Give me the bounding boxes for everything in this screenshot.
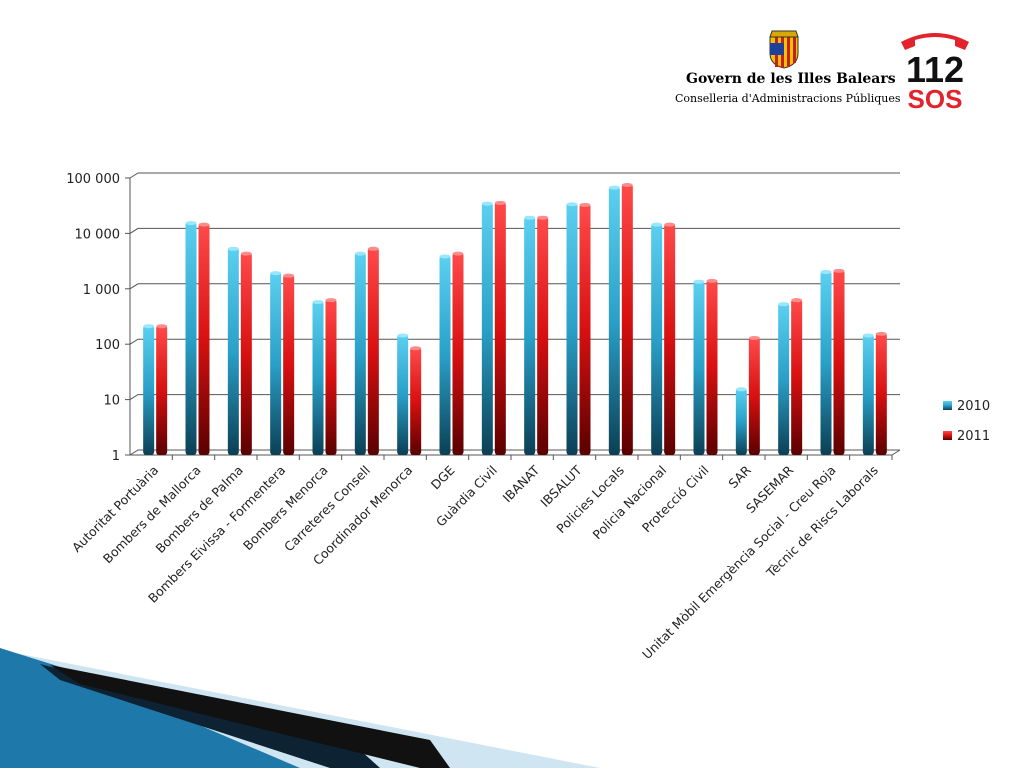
bar-2010 [862,333,874,455]
bar-2011 [410,346,422,455]
banner-black-band [50,665,450,768]
bar-2010 [524,215,536,455]
bar-2011 [367,246,379,455]
bar-2011 [706,278,718,455]
gridline [129,338,900,345]
bar-2010 [354,251,366,455]
header: Govern de les Illes Balears Conselleria … [650,25,910,115]
phone-handset-icon [901,33,969,50]
chart-bars [143,182,887,455]
bar-2011 [283,273,295,455]
y-tick-label: 10 [103,394,120,409]
bar-2011 [537,215,549,455]
bar-2010 [397,333,409,455]
x-tick-label: Unitat Mòbil Emergència Social - Creu Ro… [639,463,838,662]
y-axis-ticks: 1 10 100 1 000 10 000 100 000 [66,172,120,464]
bar-2011 [875,331,887,455]
bar-2010 [270,271,282,455]
x-tick-label: DGE [428,462,458,492]
gridline [129,283,900,290]
bar-2011 [452,251,464,455]
legend-label-2011: 2011 [957,429,990,444]
bar-2011 [621,182,633,455]
organization-title: Govern de les Illes Balears [686,71,896,87]
x-tick-label: SAR [725,462,754,491]
bar-2010 [143,324,155,455]
bar-2010 [481,201,493,455]
y-tick-label: 100 000 [66,172,120,187]
bar-2010 [608,185,620,455]
bar-2011 [494,200,506,455]
bar-2010 [439,254,451,455]
bar-2011 [791,298,803,455]
x-tick-label: Policia Nacional [590,463,670,543]
logo-112-sos: 112 SOS [901,33,969,110]
gridline [129,227,900,234]
logo-112-text: SOS [908,84,963,110]
legend-label-2010: 2010 [957,399,990,414]
y-tick-label: 10 000 [75,227,121,242]
bar-2011 [748,335,760,455]
bar-2010 [693,279,705,455]
legend-swatch-2010 [943,401,952,410]
gridline [129,449,900,456]
bar-2010 [735,387,747,455]
chart-legend: 2010 2011 [943,399,990,444]
logo-112-number: 112 [906,49,964,90]
bar-2011 [833,268,845,455]
bar-2011 [198,222,210,455]
bar-2010 [820,269,832,455]
bar-2011 [156,324,168,455]
y-tick-label: 1 [112,449,120,464]
bar-2010 [227,246,239,455]
y-tick-label: 1 000 [83,283,120,298]
organization-subtitle: Conselleria d'Administracions Públiques [675,92,901,105]
bar-2010 [312,300,324,455]
gridline [129,172,900,179]
bar-2011 [325,298,337,455]
bar-2010 [651,222,663,455]
bar-2010 [566,202,578,455]
bar-2011 [579,202,591,455]
y-tick-label: 100 [95,338,120,353]
gridline [129,394,900,401]
bar-2011 [240,251,252,455]
coat-of-arms-icon [769,30,799,69]
bar-2010 [185,221,197,455]
legend-swatch-2011 [943,431,952,440]
bar-2011 [664,222,676,455]
bar-2010 [778,302,790,455]
x-tick-label: IBANAT [500,462,543,505]
